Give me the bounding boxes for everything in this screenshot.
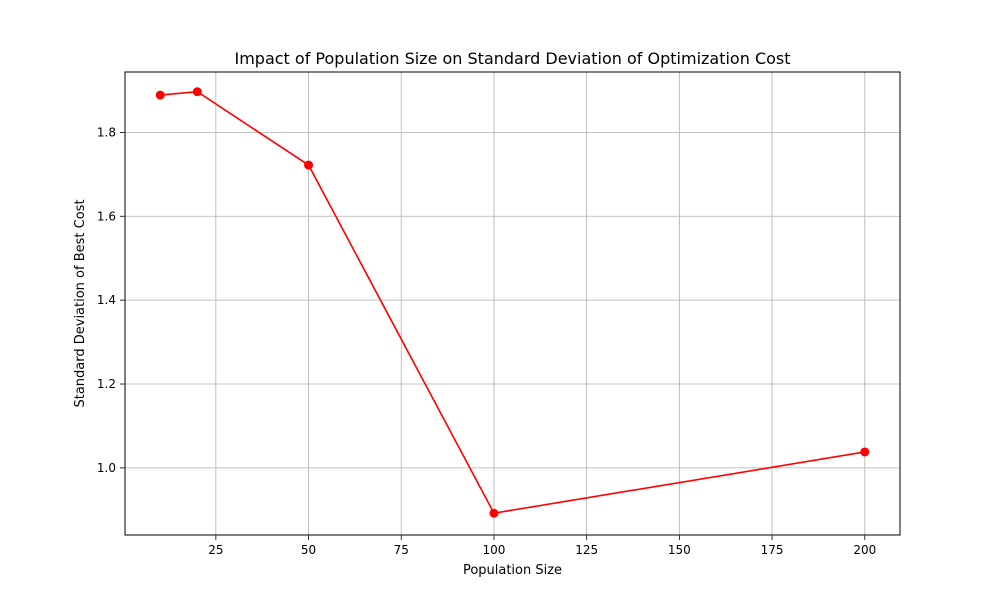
y-tick-label: 1.2 (97, 377, 116, 391)
grid (125, 72, 900, 535)
y-tick-label: 1.6 (97, 209, 116, 223)
x-tick-label: 75 (394, 543, 409, 557)
data-point (304, 160, 314, 170)
series-layer (155, 87, 870, 518)
x-tick-label: 150 (668, 543, 691, 557)
data-point (489, 508, 499, 518)
x-tick-label: 175 (761, 543, 784, 557)
axis-ticks: 25 50 75 100 125 150 175 200 1.0 1.2 1.4 1.6 1.8 (97, 125, 876, 557)
y-tick-label: 1.4 (97, 293, 116, 307)
y-axis-label: Standard Deviation of Best Cost (73, 199, 88, 407)
data-point (155, 90, 165, 100)
x-tick-label: 100 (483, 543, 506, 557)
chart-title: Impact of Population Size on Standard De… (234, 49, 790, 68)
x-tick-label: 50 (301, 543, 316, 557)
data-point (192, 87, 202, 97)
x-tick-label: 125 (575, 543, 598, 557)
x-tick-label: 200 (853, 543, 876, 557)
y-tick-label: 1.0 (97, 461, 116, 475)
plot-frame (124, 71, 901, 536)
x-tick-label: 25 (208, 543, 223, 557)
data-point (860, 447, 870, 457)
y-tick-label: 1.8 (97, 125, 116, 139)
x-axis-label: Population Size (463, 563, 562, 578)
